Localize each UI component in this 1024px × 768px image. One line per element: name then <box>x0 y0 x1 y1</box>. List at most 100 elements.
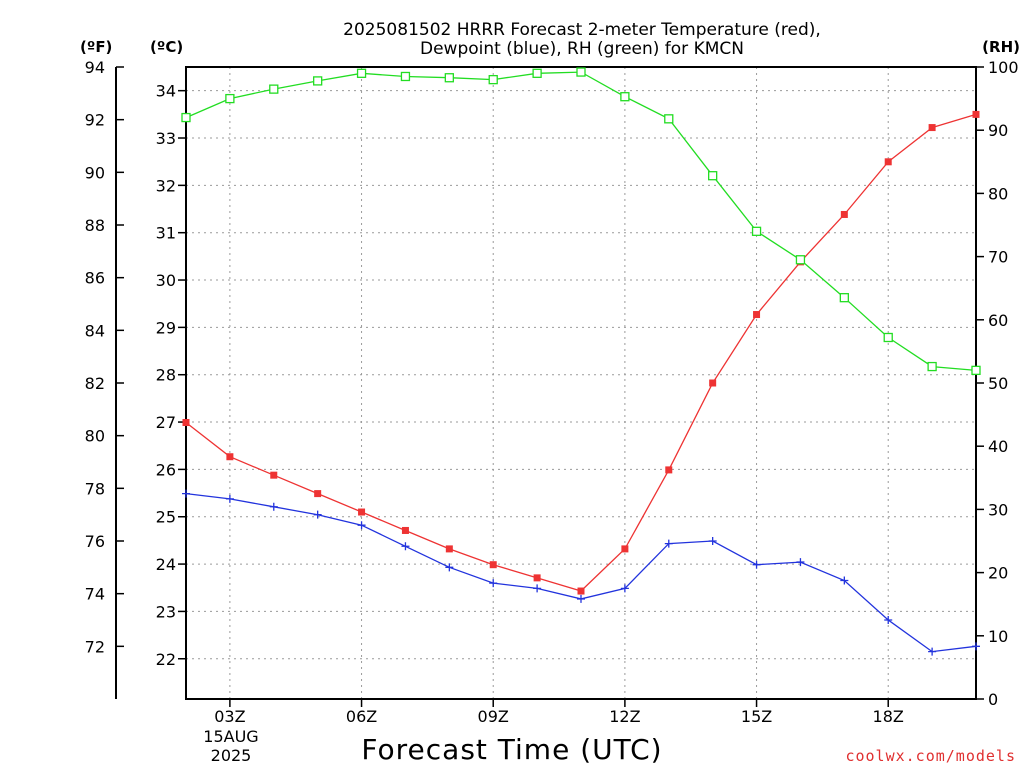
rh-point <box>576 67 586 77</box>
dewpoint-point <box>182 489 190 498</box>
plot-frame <box>185 66 977 700</box>
temperature-point <box>928 124 936 132</box>
temperature-point <box>314 490 322 498</box>
fahrenheit-tick-label: 86 <box>85 269 105 288</box>
temperature-point <box>445 545 453 553</box>
chart-title-line2: Dewpoint (blue), RH (green) for KMCN <box>420 39 744 59</box>
x-axis-title: Forecast Time (UTC) <box>361 733 662 766</box>
x-tick-label: 15Z <box>741 707 772 726</box>
axes <box>115 66 977 700</box>
fahrenheit-tick-label: 92 <box>85 111 105 130</box>
dewpoint-point <box>796 558 805 567</box>
dewpoint-point <box>752 560 761 569</box>
celsius-tick-label: 22 <box>156 650 176 669</box>
temperature-point <box>182 419 190 426</box>
fahrenheit-unit-label: (ºF) <box>80 38 112 56</box>
rh-tick-label: 30 <box>988 500 1008 519</box>
rh-point <box>971 365 981 376</box>
rh-point <box>400 71 411 82</box>
dewpoint-point <box>972 642 980 651</box>
rh-point <box>356 68 367 78</box>
temperature-point <box>270 471 278 479</box>
x-tick-label: 03Z <box>214 707 245 726</box>
x-tick-label: 18Z <box>873 707 904 726</box>
dewpoint-point <box>664 539 673 548</box>
temperature-point <box>226 453 234 461</box>
rh-point <box>664 114 674 124</box>
rh-point <box>313 76 323 86</box>
celsius-unit-label: (ºC) <box>150 38 183 56</box>
fahrenheit-tick-label: 82 <box>85 374 105 393</box>
rh-point <box>620 92 630 102</box>
temperature-series <box>182 110 980 595</box>
temperature-point <box>621 545 629 553</box>
rh-point <box>225 93 235 104</box>
fahrenheit-tick-label: 84 <box>85 321 105 340</box>
celsius-tick-label: 25 <box>156 508 176 527</box>
rh-point <box>883 332 893 343</box>
rh-series <box>181 67 981 376</box>
x-tick-label: 06Z <box>346 707 377 726</box>
temperature-point <box>401 526 409 534</box>
dewpoint-point <box>928 647 937 656</box>
fahrenheit-tick-label: 90 <box>85 163 105 182</box>
axis-ticks: 03Z 06Z 09Z 12Z 15Z 18Z 22 23 24 25 26 27 28 29 30 31 32… <box>85 58 1019 726</box>
temperature-point <box>972 110 980 118</box>
series-line <box>185 71 977 372</box>
dewpoint-point <box>577 594 585 603</box>
dewpoint-point <box>401 542 410 551</box>
celsius-tick-label: 34 <box>156 82 176 101</box>
rh-tick-label: 20 <box>988 564 1008 583</box>
temperature-point <box>358 508 366 516</box>
temperature-point <box>665 466 673 474</box>
dewpoint-point <box>533 584 542 593</box>
temperature-point <box>753 311 761 319</box>
rh-point <box>488 74 498 85</box>
temperature-point <box>489 561 497 569</box>
celsius-tick-label: 28 <box>156 366 176 385</box>
chart-title-line1: 2025081502 HRRR Forecast 2-meter Tempera… <box>343 20 821 40</box>
temperature-point <box>709 379 717 387</box>
dewpoint-point <box>489 579 498 588</box>
rh-unit-label: (RH) <box>982 38 1020 56</box>
rh-point <box>444 73 454 83</box>
temperature-point <box>577 587 585 595</box>
dewpoint-point <box>313 510 322 519</box>
grid-lines <box>186 67 976 699</box>
rh-point <box>532 68 542 78</box>
rh-tick-label: 60 <box>988 311 1008 330</box>
temperature-point <box>533 574 541 582</box>
x-tick-label: 12Z <box>609 707 640 726</box>
dewpoint-point <box>445 563 454 572</box>
fahrenheit-tick-label: 76 <box>85 532 105 551</box>
celsius-tick-label: 29 <box>156 318 176 337</box>
fahrenheit-tick-label: 74 <box>85 585 105 604</box>
fahrenheit-tick-label: 80 <box>85 427 105 446</box>
celsius-tick-label: 32 <box>156 176 176 195</box>
rh-point <box>269 84 279 94</box>
credit-label: coolwx.com/models <box>845 747 1016 765</box>
dewpoint-series <box>182 489 980 656</box>
fahrenheit-tick-label: 88 <box>85 216 105 235</box>
celsius-tick-label: 31 <box>156 224 176 243</box>
rh-tick-label: 0 <box>988 690 998 709</box>
rh-tick-label: 90 <box>988 121 1008 140</box>
dewpoint-point <box>884 616 893 624</box>
data-series <box>181 67 981 656</box>
rh-point <box>708 171 718 181</box>
celsius-tick-label: 24 <box>156 555 176 574</box>
x-date-line1: 15AUG <box>203 727 258 746</box>
series-line <box>185 492 977 653</box>
rh-tick-label: 10 <box>988 627 1008 646</box>
rh-tick-label: 100 <box>988 58 1019 77</box>
rh-tick-label: 40 <box>988 437 1008 456</box>
rh-tick-label: 80 <box>988 184 1008 203</box>
rh-point <box>927 361 937 372</box>
series-line <box>185 113 977 592</box>
dewpoint-point <box>269 502 278 511</box>
dewpoint-point <box>357 521 366 530</box>
fahrenheit-tick-label: 94 <box>85 58 105 77</box>
celsius-tick-label: 33 <box>156 129 176 148</box>
celsius-tick-label: 27 <box>156 413 176 432</box>
